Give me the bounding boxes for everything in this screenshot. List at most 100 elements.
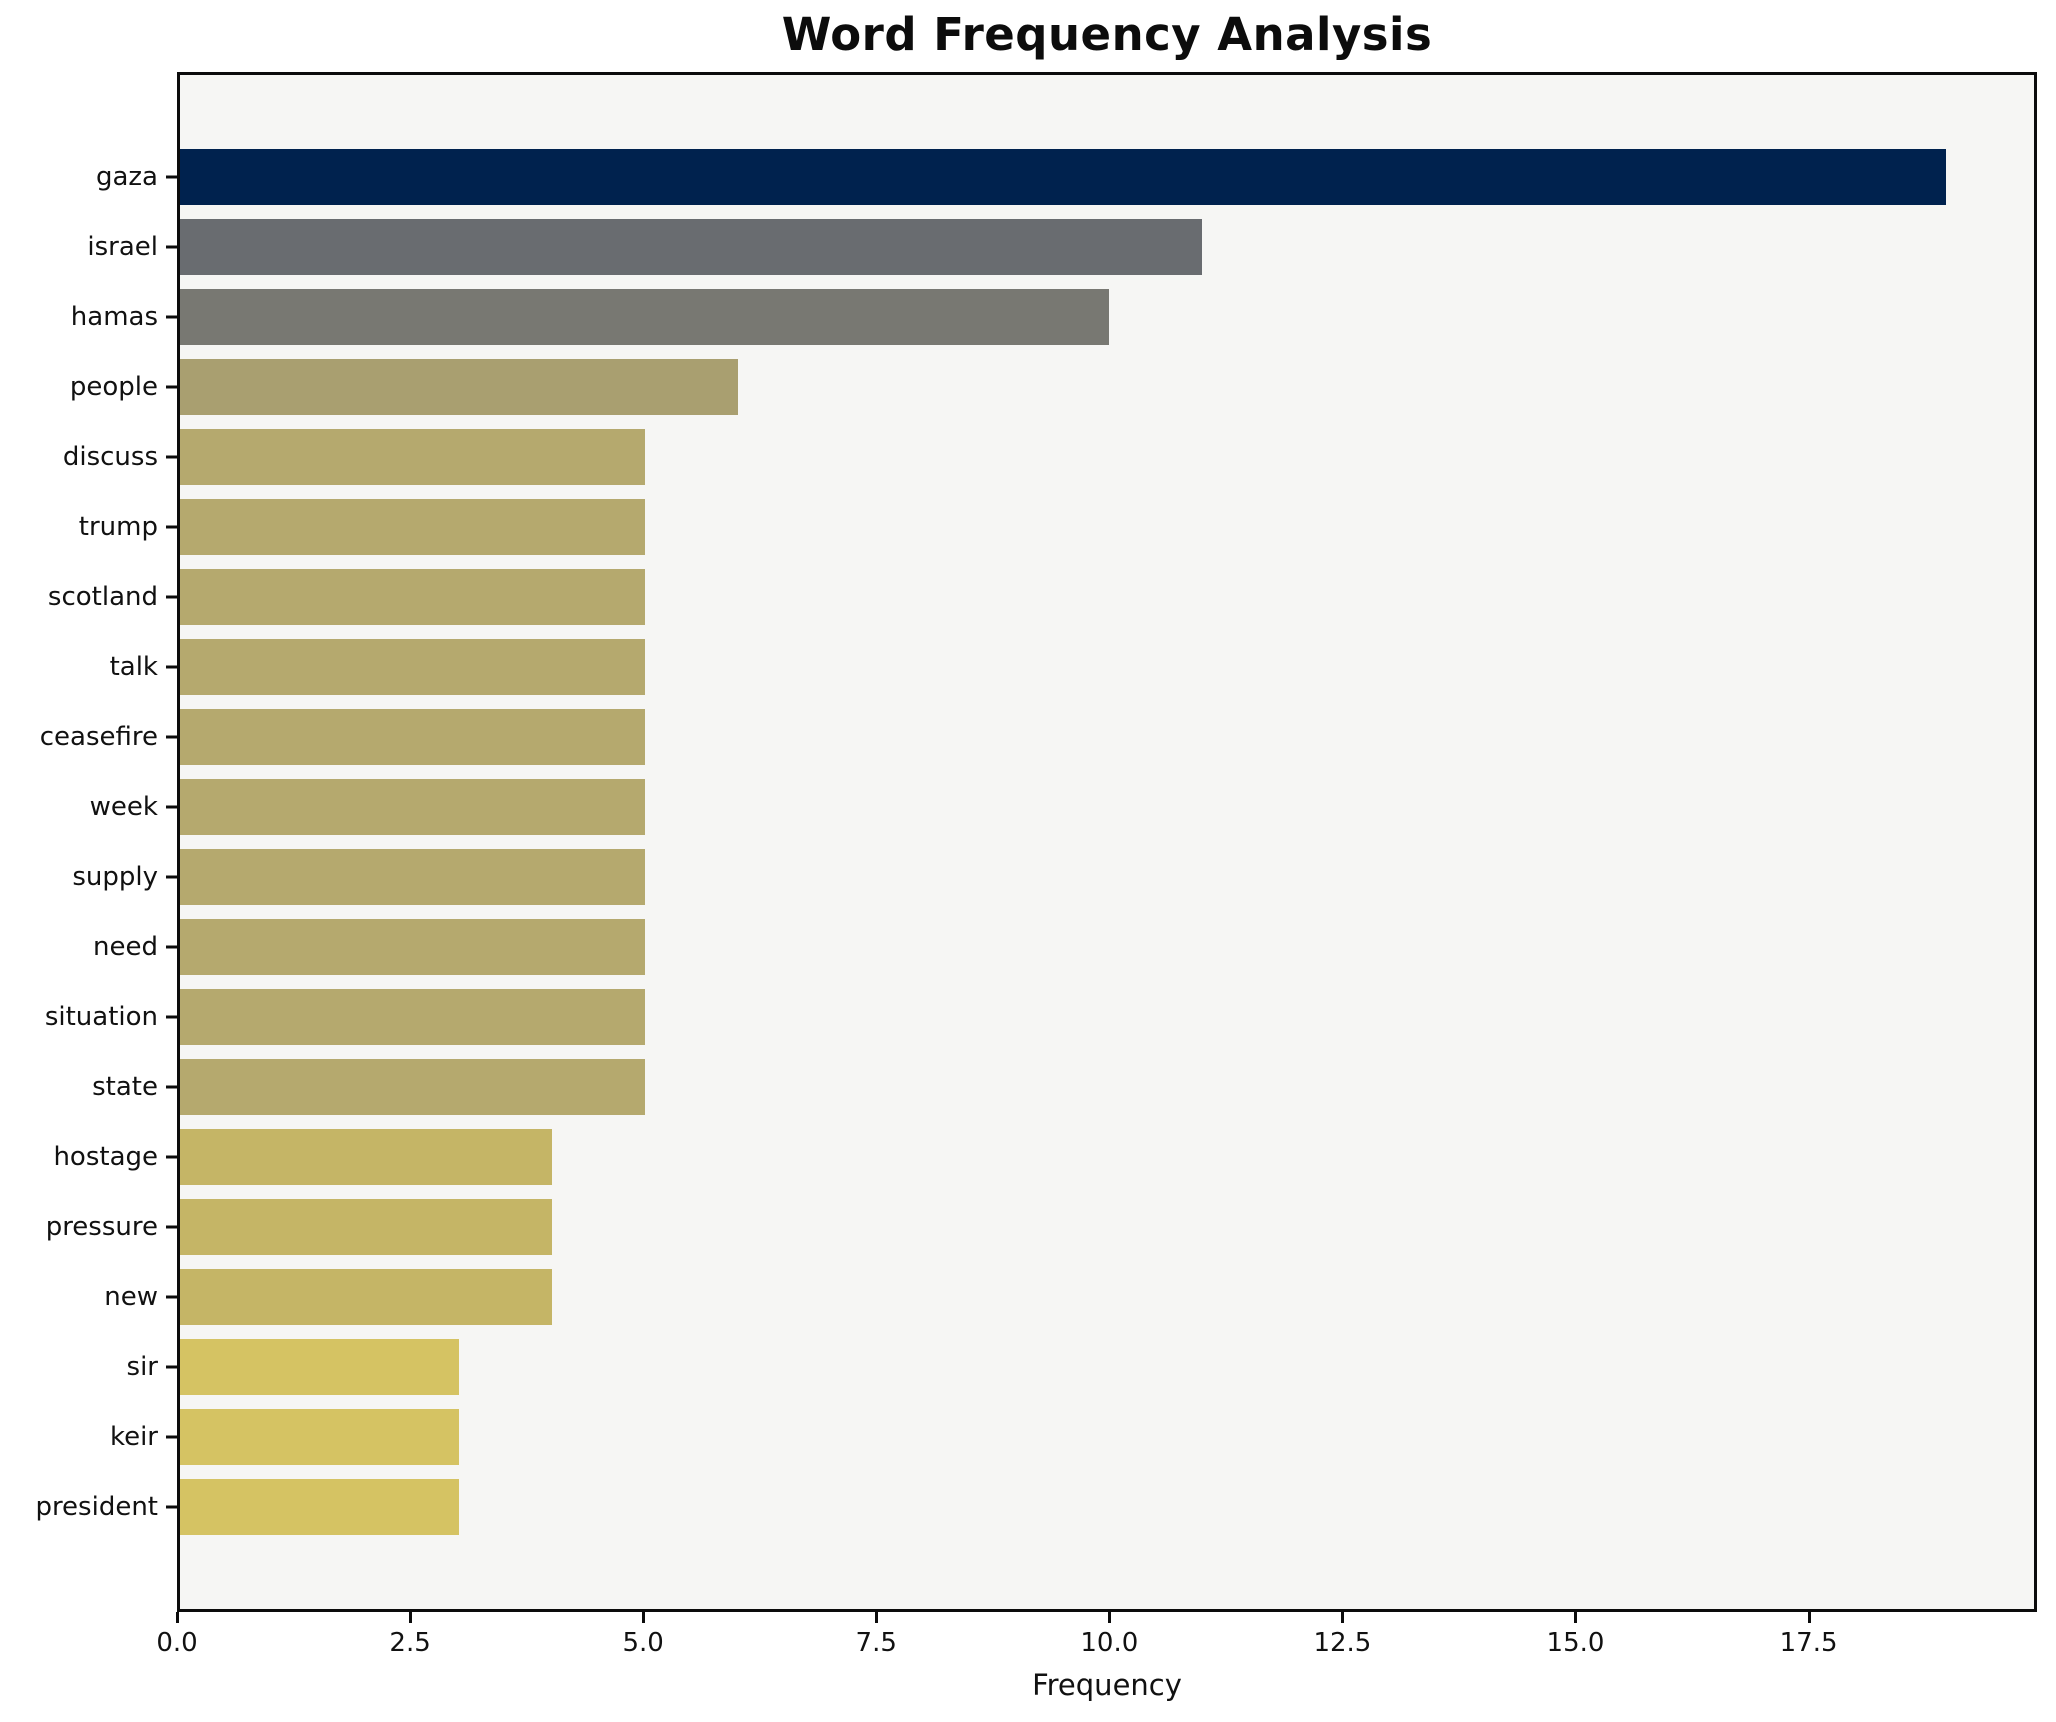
bar-people: [180, 359, 738, 415]
bar-hostage: [180, 1129, 552, 1185]
y-tick-mark: [166, 945, 177, 949]
y-tick-label: talk: [109, 652, 158, 682]
y-tick-mark: [166, 525, 177, 529]
y-tick-mark: [166, 1225, 177, 1229]
bar-row: supply: [72, 842, 2034, 912]
plot-area: gaza israel hamas people discuss trump scotlan…: [35, 72, 2037, 1612]
y-tick-label: week: [89, 792, 158, 822]
x-tick-mark: [642, 1612, 646, 1623]
bar-row: scotland: [48, 562, 2034, 632]
x-tick-label: 2.5: [389, 1628, 431, 1658]
x-tick-mark: [1574, 1612, 1578, 1623]
x-tick-label: 10.0: [1080, 1628, 1139, 1658]
y-tick-label: ceasefire: [39, 722, 158, 752]
bar-row: gaza: [96, 142, 2034, 212]
bar-row: ceasefire: [40, 702, 2034, 772]
bar-row: president: [35, 1472, 2034, 1542]
bar-pressure: [180, 1199, 552, 1255]
bar-row: hostage: [53, 1122, 2034, 1192]
bar-row: hamas: [71, 282, 2034, 352]
bar-week: [180, 779, 645, 835]
x-tick-label: 0.0: [156, 1628, 198, 1658]
x-tick-mark: [1341, 1612, 1345, 1623]
bar-state: [180, 1059, 645, 1115]
bar-trump: [180, 499, 645, 555]
y-tick-mark: [166, 315, 177, 319]
y-tick-label: hamas: [70, 302, 158, 332]
bar-row: talk: [110, 632, 2034, 702]
bar-ceasefire: [180, 709, 645, 765]
y-tick-mark: [166, 1015, 177, 1019]
y-tick-label: need: [93, 932, 158, 962]
bar-need: [180, 919, 645, 975]
y-tick-label: hostage: [53, 1142, 158, 1172]
y-tick-mark: [166, 805, 177, 809]
bar-row: pressure: [46, 1192, 2034, 1262]
bar-row: situation: [45, 982, 2034, 1052]
y-tick-mark: [166, 385, 177, 389]
y-tick-mark: [166, 595, 177, 599]
x-axis: 0.0 2.5 5.0 7.5 10.0 12.5 15.0 17.5: [156, 1612, 2037, 1672]
bar-row: state: [92, 1052, 2034, 1122]
y-tick-mark: [166, 1365, 177, 1369]
x-axis-label: Frequency: [1032, 1668, 1182, 1702]
y-tick-label: pressure: [45, 1212, 158, 1242]
x-tick-label: 15.0: [1546, 1628, 1605, 1658]
bar-row: keir: [110, 1402, 2034, 1472]
y-tick-label: people: [69, 372, 158, 402]
bar-talk: [180, 639, 645, 695]
y-tick-mark: [166, 1505, 177, 1509]
y-tick-label: israel: [87, 232, 158, 262]
y-tick-label: sir: [126, 1352, 158, 1382]
bar-row: trump: [79, 492, 2034, 562]
y-tick-label: supply: [72, 862, 158, 892]
x-tick-label: 5.0: [622, 1628, 664, 1658]
y-tick-mark: [166, 1155, 177, 1159]
y-tick-mark: [166, 665, 177, 669]
bar-row: sir: [127, 1332, 2034, 1402]
bar-keir: [180, 1409, 459, 1465]
y-tick-label: trump: [78, 512, 158, 542]
bar-row: need: [93, 912, 2034, 982]
y-tick-mark: [166, 1295, 177, 1299]
y-tick-mark: [166, 875, 177, 879]
y-tick-label: scotland: [47, 582, 158, 612]
y-tick-label: situation: [44, 1002, 158, 1032]
bar-scotland: [180, 569, 645, 625]
y-tick-mark: [166, 175, 177, 179]
y-tick-label: gaza: [95, 162, 158, 192]
x-tick-mark: [409, 1612, 413, 1623]
bar-situation: [180, 989, 645, 1045]
bar-row: new: [104, 1262, 2034, 1332]
y-tick-mark: [166, 1435, 177, 1439]
x-tick-mark: [1108, 1612, 1112, 1623]
x-tick-mark: [1807, 1612, 1811, 1623]
bar-discuss: [180, 429, 645, 485]
chart-title: Word Frequency Analysis: [781, 8, 1433, 61]
y-tick-label: president: [35, 1492, 158, 1522]
bar-row: people: [70, 352, 2034, 422]
bar-new: [180, 1269, 552, 1325]
bar-president: [180, 1479, 459, 1535]
y-tick-label: keir: [109, 1422, 158, 1452]
y-tick-label: new: [104, 1282, 158, 1312]
y-tick-mark: [166, 455, 177, 459]
y-tick-mark: [166, 245, 177, 249]
bar-row: week: [90, 772, 2034, 842]
y-tick-label: state: [92, 1072, 158, 1102]
bar-israel: [180, 219, 1203, 275]
bar-gaza: [180, 149, 1946, 205]
y-tick-label: discuss: [62, 442, 158, 472]
bars-container: gaza israel hamas people discuss trump scotlan…: [35, 142, 2034, 1542]
x-tick-label: 7.5: [855, 1628, 897, 1658]
bar-row: discuss: [63, 422, 2034, 492]
x-tick-label: 17.5: [1779, 1628, 1838, 1658]
y-tick-mark: [166, 735, 177, 739]
bar-hamas: [180, 289, 1110, 345]
x-tick-mark: [875, 1612, 879, 1623]
y-tick-mark: [166, 1085, 177, 1089]
x-tick-label: 12.5: [1313, 1628, 1372, 1658]
bar-supply: [180, 849, 645, 905]
bar-sir: [180, 1339, 459, 1395]
